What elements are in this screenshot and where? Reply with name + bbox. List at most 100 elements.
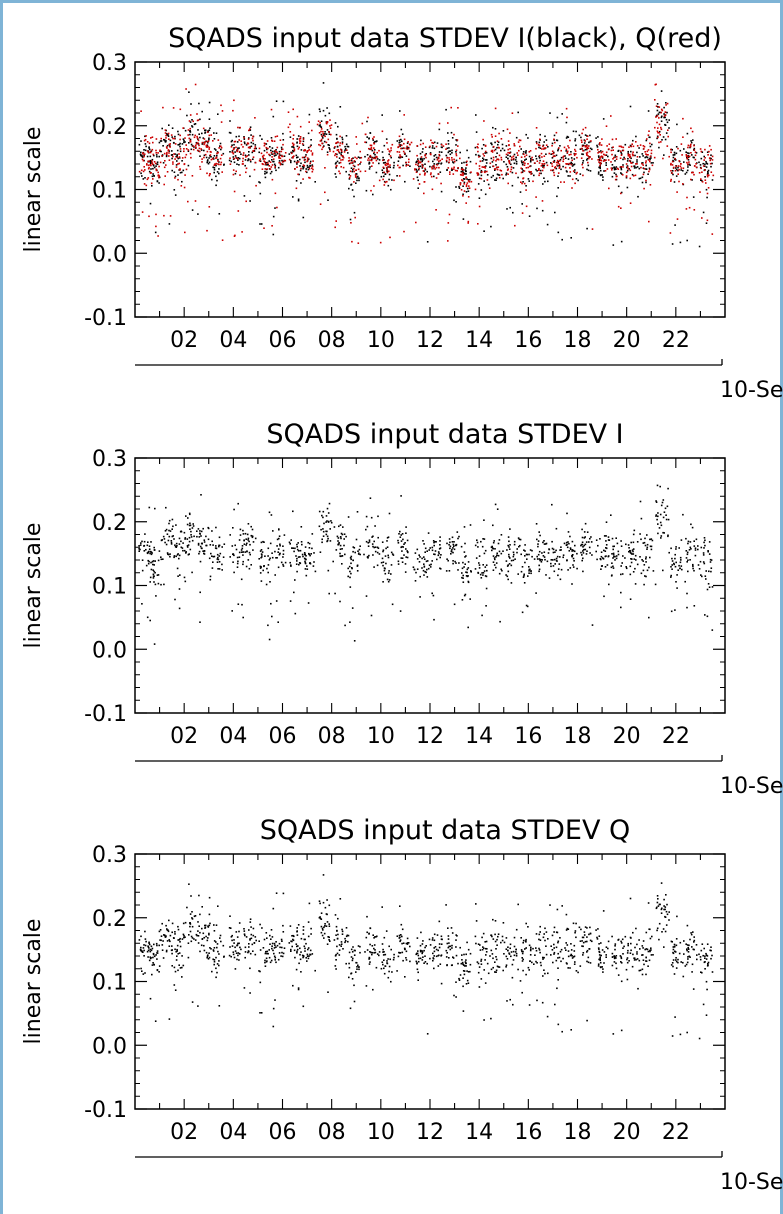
data-point [418, 561, 421, 563]
data-point [356, 966, 358, 968]
data-point [339, 536, 342, 538]
data-point [355, 971, 357, 973]
data-point [522, 151, 525, 153]
data-point [185, 153, 188, 156]
data-point [509, 132, 511, 134]
data-point [491, 143, 493, 146]
data-point [389, 166, 391, 169]
data-point-cluster [639, 110, 654, 184]
data-point [146, 155, 149, 158]
data-point [188, 91, 190, 93]
data-point [349, 570, 351, 573]
data-point [174, 143, 177, 145]
data-point [449, 153, 452, 156]
data-point [201, 906, 203, 908]
data-point [243, 933, 246, 935]
data-point [154, 560, 156, 562]
data-point [243, 141, 246, 143]
data-point [667, 535, 669, 538]
data-point [478, 562, 480, 564]
data-point [545, 574, 547, 576]
data-point [148, 146, 150, 148]
data-point [490, 133, 493, 136]
data-point [465, 184, 468, 186]
data-point [670, 547, 672, 550]
data-point [627, 544, 630, 546]
data-point [430, 175, 433, 178]
data-point [145, 940, 147, 943]
data-point [243, 987, 246, 989]
data-point [237, 603, 240, 605]
data-point [328, 925, 331, 927]
data-point [369, 148, 371, 151]
data-point [179, 937, 181, 940]
data-point [542, 541, 544, 544]
data-point [560, 168, 562, 171]
data-point [516, 548, 518, 550]
data-point [547, 146, 549, 148]
data-point [611, 553, 613, 555]
data-point [490, 142, 493, 144]
data-point [138, 939, 141, 941]
data-point [233, 508, 235, 511]
data-point [196, 135, 198, 138]
data-point [711, 179, 714, 181]
data-point [304, 561, 307, 564]
data-point [397, 160, 400, 162]
data-point [206, 160, 209, 162]
data-point [562, 160, 564, 163]
data-point [182, 542, 184, 544]
data-point [281, 163, 284, 166]
data-point [479, 573, 482, 576]
data-point [605, 547, 608, 550]
data-point [657, 113, 660, 115]
data-point [463, 178, 466, 180]
data-point [695, 152, 698, 154]
data-point [160, 935, 163, 937]
data-point [559, 166, 561, 168]
data-point [436, 142, 439, 144]
data-point [234, 140, 237, 143]
data-point [572, 170, 575, 172]
data-point [680, 167, 683, 169]
data-point [184, 137, 186, 139]
data-point [324, 906, 327, 909]
data-point [250, 933, 253, 936]
data-point [551, 153, 554, 155]
data-point-cluster [683, 132, 698, 242]
y-tick-label: 0.0 [92, 638, 127, 663]
data-point [584, 536, 586, 538]
data-point [633, 558, 636, 560]
data-point [270, 929, 273, 931]
data-point [223, 956, 225, 958]
data-point [275, 169, 277, 172]
data-point [464, 556, 466, 558]
data-point [279, 157, 282, 160]
data-point [581, 145, 584, 148]
data-point [681, 568, 683, 571]
data-point [270, 602, 272, 605]
data-point [296, 930, 298, 933]
data-point [302, 1005, 305, 1008]
data-point [307, 948, 309, 951]
data-point [448, 570, 451, 572]
data-point [523, 170, 526, 172]
data-point [544, 147, 547, 149]
data-point [566, 135, 569, 138]
data-point [183, 576, 186, 579]
data-point [182, 964, 185, 967]
data-point [221, 546, 223, 548]
data-point [151, 964, 154, 966]
data-point-cluster [183, 512, 200, 574]
data-point [452, 551, 454, 554]
data-point [143, 154, 145, 157]
data-point [311, 167, 313, 170]
data-point [162, 535, 165, 538]
data-point [187, 129, 190, 131]
data-point [403, 138, 406, 141]
data-point [403, 142, 405, 145]
data-point [493, 168, 496, 170]
data-point [230, 160, 232, 163]
data-point [384, 163, 387, 166]
data-point [365, 141, 368, 144]
